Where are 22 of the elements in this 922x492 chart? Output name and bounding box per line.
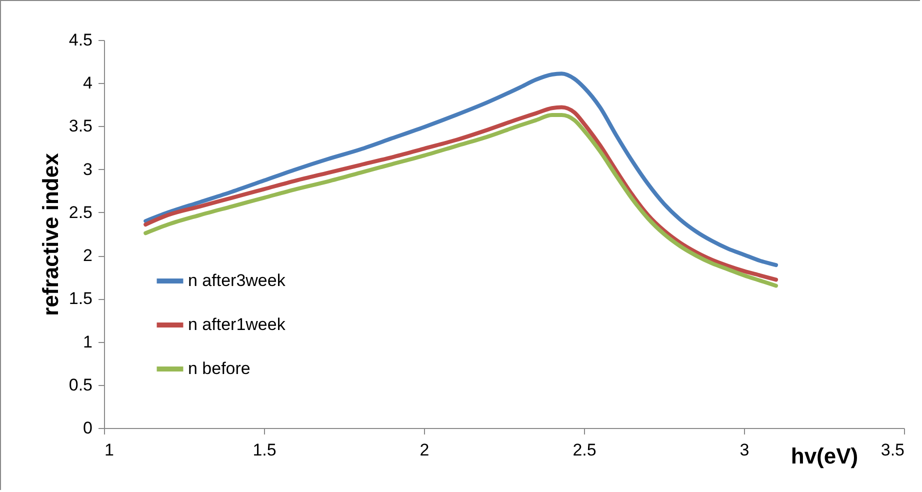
x-tick-label: 1 bbox=[104, 440, 114, 460]
y-tick-label: 1 bbox=[83, 332, 92, 352]
y-tick-label: 3.5 bbox=[68, 116, 92, 136]
x-tick-label: 2 bbox=[420, 440, 430, 460]
x-tick-label: 2.5 bbox=[572, 440, 596, 460]
legend-label: n after1week bbox=[188, 315, 286, 334]
legend-label: n after3week bbox=[188, 271, 286, 290]
y-tick-label: 3 bbox=[83, 160, 92, 179]
y-tick-label: 2.5 bbox=[68, 202, 92, 222]
y-tick-label: 2 bbox=[83, 246, 92, 266]
y-tick-label: 0.5 bbox=[68, 375, 92, 394]
x-axis-title: hv(eV) bbox=[790, 444, 858, 468]
line-series bbox=[144, 72, 778, 268]
x-tick-label: 1.5 bbox=[252, 440, 276, 460]
x-tick-label: 3.5 bbox=[880, 440, 904, 460]
y-axis-title: refractive index bbox=[38, 152, 63, 316]
y-tick-label: 1.5 bbox=[68, 289, 92, 308]
y-tick-label: 4.5 bbox=[68, 30, 92, 50]
legend-label: n before bbox=[188, 359, 250, 378]
x-tick-label: 3 bbox=[740, 440, 750, 460]
y-tick-label: 0 bbox=[83, 418, 92, 438]
y-tick-label: 4 bbox=[83, 74, 92, 93]
